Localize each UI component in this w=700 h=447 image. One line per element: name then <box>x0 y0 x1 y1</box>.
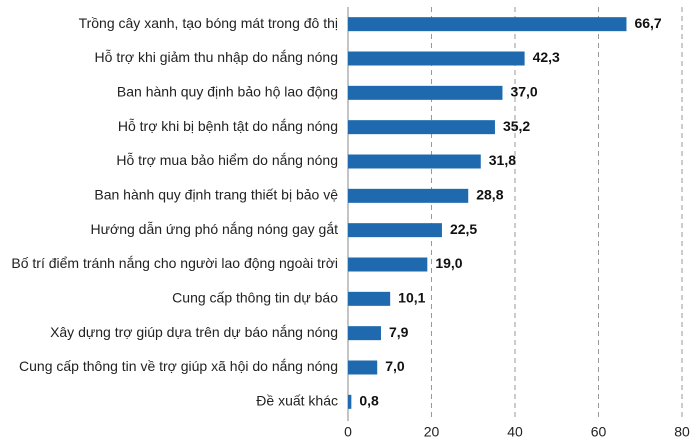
y-tick-label: Hỗ trợ mua bảo hiểm do nắng nóng <box>116 152 338 168</box>
bar <box>348 394 352 409</box>
value-label: 35,2 <box>503 118 530 134</box>
value-label: 42,3 <box>533 49 560 65</box>
x-tick-label: 20 <box>424 424 440 440</box>
bar <box>348 188 469 203</box>
x-tick-label: 0 <box>344 424 352 440</box>
x-tick-label: 40 <box>507 424 523 440</box>
x-tick-label: 60 <box>591 424 607 440</box>
bar <box>348 85 503 100</box>
value-label: 10,1 <box>398 290 425 306</box>
value-label: 66,7 <box>634 15 661 31</box>
bar <box>348 291 391 306</box>
bar <box>348 120 495 135</box>
y-tick-label: Hỗ trợ khi bị bệnh tật do nắng nóng <box>118 118 338 134</box>
value-label: 19,0 <box>435 255 462 271</box>
y-tick-label: Ban hành quy định bảo hộ lao động <box>117 84 338 100</box>
y-tick-label: Trồng cây xanh, tạo bóng mát trong đô th… <box>79 15 338 31</box>
bar <box>348 257 428 272</box>
value-label: 28,8 <box>476 187 503 203</box>
value-label: 31,8 <box>489 152 516 168</box>
bar <box>348 154 481 169</box>
y-tick-label: Hướng dẫn ứng phó nắng nóng gay gắt <box>91 221 339 237</box>
x-tick-label: 80 <box>674 424 690 440</box>
y-tick-label: Cung cấp thông tin về trợ giúp xã hội do… <box>19 358 338 374</box>
y-tick-label: Cung cấp thông tin dự báo <box>172 290 338 306</box>
bar <box>348 326 381 341</box>
y-tick-label: Ban hành quy định trang thiết bị bảo vệ <box>94 187 338 203</box>
y-tick-label: Đề xuất khác <box>256 393 338 409</box>
bar <box>348 223 442 238</box>
bar <box>348 360 378 375</box>
y-tick-label: Bố trí điểm tránh nắng cho người lao độn… <box>11 255 338 271</box>
value-label: 37,0 <box>510 84 537 100</box>
y-tick-label: Xây dựng trợ giúp dựa trên dự báo nắng n… <box>50 324 338 340</box>
y-tick-label: Hỗ trợ khi giảm thu nhập do nắng nóng <box>95 49 338 65</box>
value-label: 7,9 <box>389 324 409 340</box>
value-label: 22,5 <box>450 221 477 237</box>
bar <box>348 51 525 66</box>
value-label: 0,8 <box>359 393 379 409</box>
value-label: 7,0 <box>385 358 405 374</box>
bar <box>348 17 627 32</box>
